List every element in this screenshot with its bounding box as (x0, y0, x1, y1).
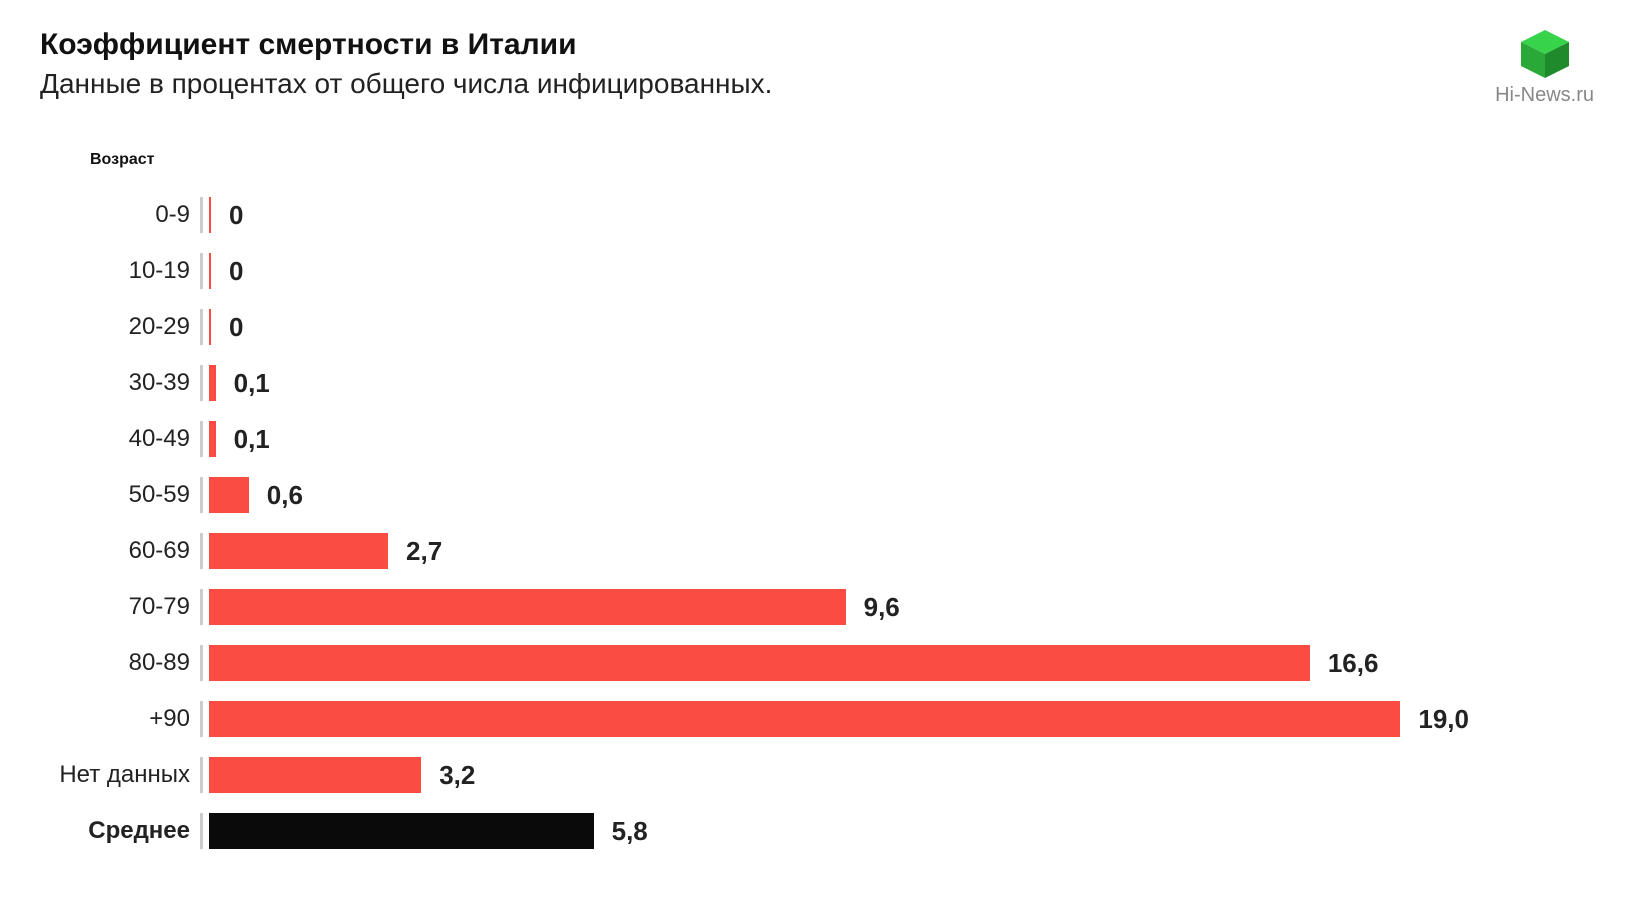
category-label: Нет данных (40, 761, 200, 789)
bar (209, 533, 388, 569)
chart-row: 80-89 16,6 (40, 637, 1594, 689)
chart-row: 20-29 0 (40, 301, 1594, 353)
category-label: 60-69 (40, 537, 200, 565)
value-label: 19,0 (1418, 704, 1469, 735)
bar (209, 645, 1310, 681)
chart-row: 60-69 2,7 (40, 525, 1594, 577)
bar-area: 0,1 (209, 421, 1469, 457)
bar-area: 16,6 (209, 645, 1469, 681)
chart-container: Коэффициент смертности в Италии Данные в… (0, 0, 1634, 898)
axis-title: Возраст (90, 151, 1594, 169)
bar-area: 9,6 (209, 589, 1469, 625)
bar-chart: 0-9 0 10-19 0 20-29 0 30-39 0,1 40-49 0,1 50-59 0,6… (40, 189, 1594, 857)
category-label: +90 (40, 705, 200, 733)
bar-area: 5,8 (209, 813, 1469, 849)
value-label: 0,6 (267, 480, 303, 511)
bar-area: 0 (209, 309, 1469, 345)
row-separator (200, 701, 203, 737)
row-separator (200, 589, 203, 625)
value-label: 2,7 (406, 536, 442, 567)
category-label: 10-19 (40, 257, 200, 285)
bar (209, 701, 1400, 737)
chart-subtitle: Данные в процентах от общего числа инфиц… (40, 68, 1495, 100)
row-separator (200, 309, 203, 345)
chart-row: 50-59 0,6 (40, 469, 1594, 521)
chart-row: Нет данных 3,2 (40, 749, 1594, 801)
chart-row: 0-9 0 (40, 189, 1594, 241)
logo: Hi-News.ru (1495, 28, 1594, 107)
row-separator (200, 645, 203, 681)
titles: Коэффициент смертности в Италии Данные в… (40, 28, 1495, 100)
value-label: 3,2 (439, 760, 475, 791)
chart-row: 10-19 0 (40, 245, 1594, 297)
chart-row: 40-49 0,1 (40, 413, 1594, 465)
logo-text: Hi-News.ru (1495, 84, 1594, 107)
category-label: 30-39 (40, 369, 200, 397)
bar (209, 813, 594, 849)
value-label: 0 (229, 312, 243, 343)
bar (209, 309, 211, 345)
value-label: 0,1 (234, 368, 270, 399)
bar (209, 421, 216, 457)
row-separator (200, 365, 203, 401)
bar (209, 253, 211, 289)
value-label: 16,6 (1328, 648, 1379, 679)
row-separator (200, 197, 203, 233)
cube-icon (1517, 28, 1573, 80)
category-label: 70-79 (40, 593, 200, 621)
row-separator (200, 421, 203, 457)
bar-area: 0 (209, 253, 1469, 289)
row-separator (200, 813, 203, 849)
value-label: 9,6 (864, 592, 900, 623)
category-label: 40-49 (40, 425, 200, 453)
bar-area: 0,6 (209, 477, 1469, 513)
chart-row: Среднее 5,8 (40, 805, 1594, 857)
bar (209, 365, 216, 401)
chart-row: +90 19,0 (40, 693, 1594, 745)
value-label: 5,8 (612, 816, 648, 847)
bar (209, 589, 846, 625)
value-label: 0 (229, 200, 243, 231)
bar (209, 757, 421, 793)
row-separator (200, 253, 203, 289)
row-separator (200, 477, 203, 513)
bar-area: 0,1 (209, 365, 1469, 401)
bar (209, 197, 211, 233)
bar (209, 477, 249, 513)
chart-title: Коэффициент смертности в Италии (40, 28, 1495, 62)
category-label: 50-59 (40, 481, 200, 509)
row-separator (200, 757, 203, 793)
value-label: 0 (229, 256, 243, 287)
category-label: 20-29 (40, 313, 200, 341)
value-label: 0,1 (234, 424, 270, 455)
category-label: 0-9 (40, 201, 200, 229)
bar-area: 19,0 (209, 701, 1469, 737)
bar-area: 3,2 (209, 757, 1469, 793)
header: Коэффициент смертности в Италии Данные в… (40, 28, 1594, 107)
chart-row: 30-39 0,1 (40, 357, 1594, 409)
bar-area: 2,7 (209, 533, 1469, 569)
chart-row: 70-79 9,6 (40, 581, 1594, 633)
category-label: Среднее (40, 817, 200, 845)
bar-area: 0 (209, 197, 1469, 233)
category-label: 80-89 (40, 649, 200, 677)
row-separator (200, 533, 203, 569)
